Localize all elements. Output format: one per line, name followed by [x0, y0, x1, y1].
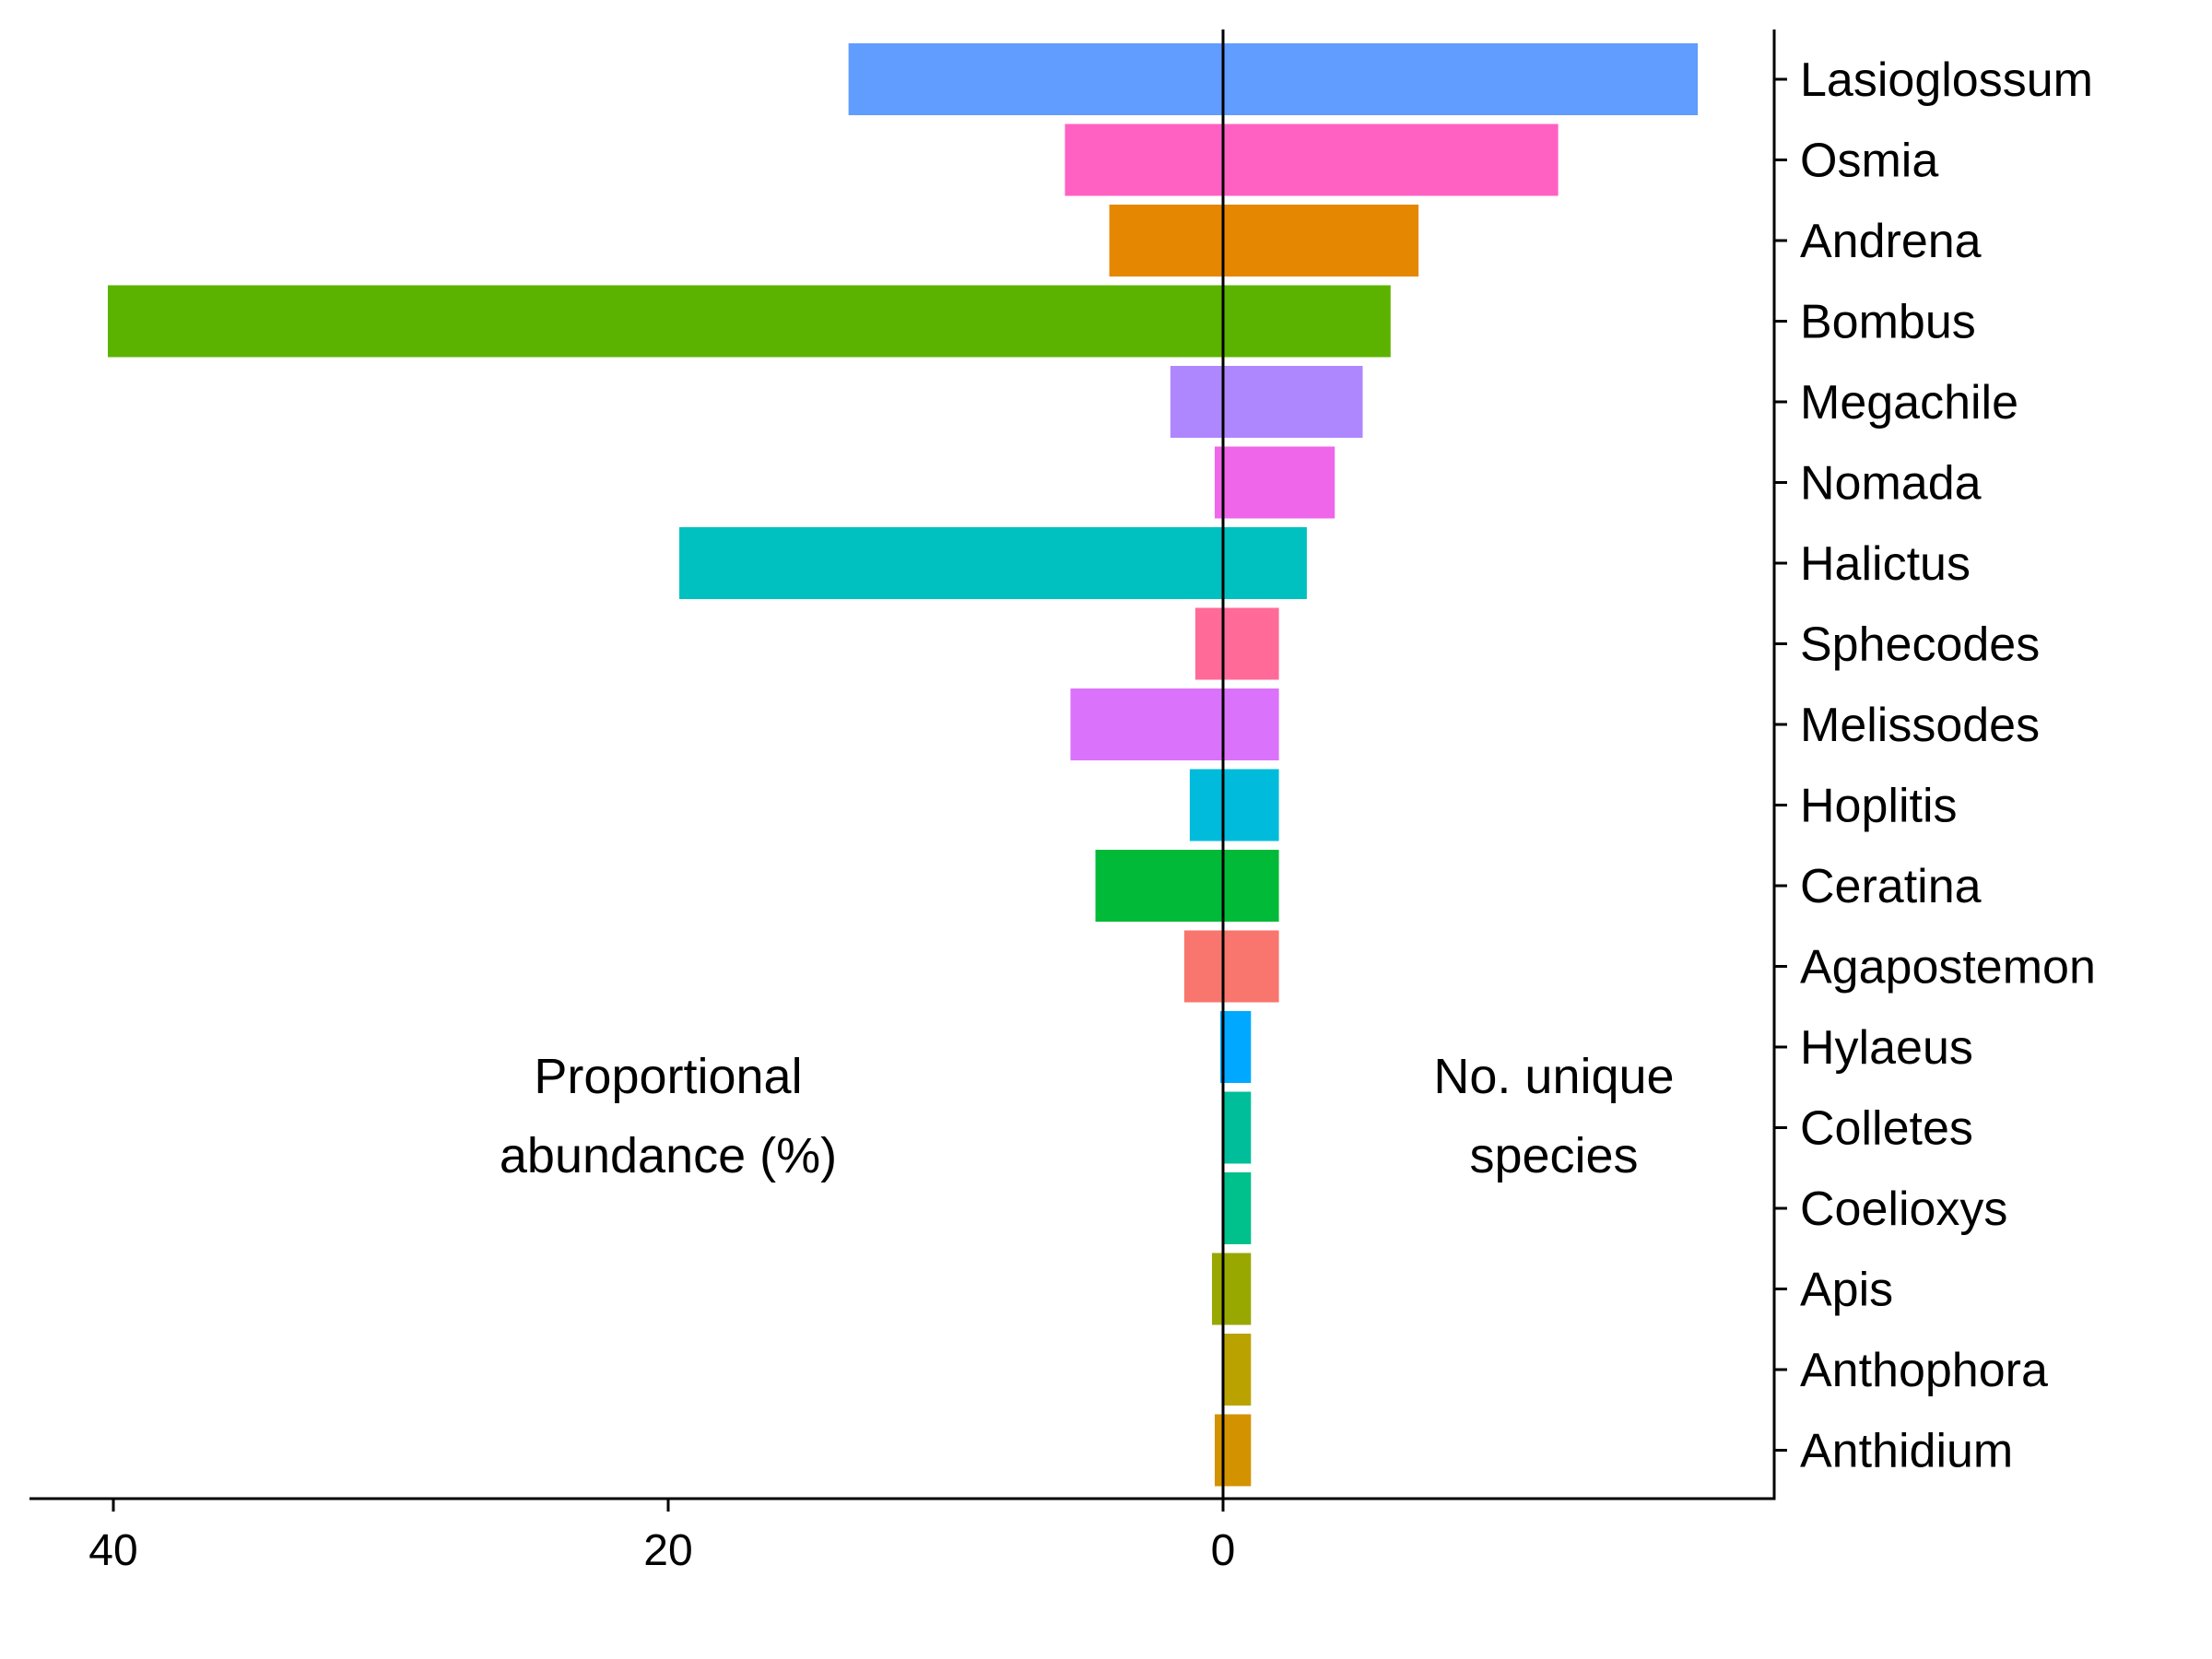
x-ticks-group: 40 20 0	[88, 1499, 1235, 1575]
bar-species-sphecodes	[1223, 607, 1279, 680]
bar-species-ceratina	[1223, 850, 1279, 922]
bar-abundance-andrena	[1109, 205, 1223, 276]
y-tick-label-osmia: Osmia	[1800, 135, 1938, 188]
x-tick-label: 40	[88, 1526, 137, 1575]
y-tick-label-halictus: Halictus	[1800, 537, 1971, 591]
y-tick-label-apis: Apis	[1800, 1264, 1893, 1317]
bar-abundance-megachile	[1170, 366, 1223, 438]
bar-species-anthidium	[1223, 1414, 1252, 1487]
bar-abundance-apis	[1211, 1253, 1223, 1325]
bar-abundance-anthidium	[1214, 1414, 1223, 1487]
left-annotation-line1: Proportional	[534, 1049, 802, 1104]
bar-species-osmia	[1223, 124, 1559, 196]
bar-abundance-melissodes	[1070, 688, 1223, 760]
bar-abundance-agapostemon	[1183, 930, 1223, 1003]
right-annotation-line1: No. unique	[1433, 1049, 1674, 1104]
y-tick-label-bombus: Bombus	[1800, 296, 1976, 349]
y-tick-label-lasioglossum: Lasioglossum	[1800, 53, 2093, 107]
bar-species-apis	[1223, 1253, 1252, 1325]
bar-abundance-hylaeus	[1219, 1011, 1223, 1083]
y-tick-label-andrena: Andrena	[1800, 215, 1982, 268]
bars-group	[107, 43, 1699, 1487]
x-tick-label: 0	[1211, 1526, 1236, 1575]
bar-species-lasioglossum	[1223, 43, 1699, 115]
bar-species-colletes	[1223, 1091, 1252, 1164]
y-tick-label-ceratina: Ceratina	[1800, 860, 1982, 913]
bar-species-coelioxys	[1223, 1172, 1252, 1244]
y-tick-label-hoplitis: Hoplitis	[1800, 780, 1958, 833]
y-ticks-group: Lasioglossum Osmia Andrena Bombus Megachile N…	[1774, 53, 2096, 1478]
bar-species-agapostemon	[1223, 930, 1279, 1003]
bar-species-andrena	[1223, 205, 1419, 276]
y-tick-label-sphecodes: Sphecodes	[1800, 618, 2040, 672]
bar-species-halictus	[1223, 527, 1307, 599]
bar-species-melissodes	[1223, 688, 1279, 760]
y-tick-label-coelioxys: Coelioxys	[1800, 1182, 2007, 1236]
bar-abundance-sphecodes	[1194, 607, 1223, 680]
y-tick-label-agapostemon: Agapostemon	[1800, 941, 2096, 994]
bar-species-megachile	[1223, 366, 1363, 438]
y-tick-label-colletes: Colletes	[1800, 1102, 1973, 1156]
bar-species-anthophora	[1223, 1334, 1252, 1406]
y-tick-label-melissodes: Melissodes	[1800, 699, 2040, 752]
bar-abundance-hoplitis	[1189, 769, 1223, 841]
bar-species-hoplitis	[1223, 769, 1279, 841]
bar-species-bombus	[1223, 285, 1391, 358]
right-annotation-line2: species	[1469, 1128, 1638, 1183]
bar-abundance-lasioglossum	[848, 43, 1223, 115]
left-annotation-line2: abundance (%)	[500, 1128, 837, 1183]
y-tick-label-hylaeus: Hylaeus	[1800, 1021, 1973, 1075]
bar-species-nomada	[1223, 446, 1335, 519]
y-tick-label-nomada: Nomada	[1800, 457, 1982, 511]
y-tick-label-megachile: Megachile	[1800, 376, 2018, 429]
y-tick-label-anthidium: Anthidium	[1800, 1425, 2013, 1478]
bar-species-hylaeus	[1223, 1011, 1252, 1083]
bar-abundance-nomada	[1214, 446, 1223, 519]
bar-abundance-bombus	[107, 285, 1224, 358]
bar-abundance-ceratina	[1095, 850, 1223, 922]
bar-abundance-halictus	[679, 527, 1223, 599]
y-tick-label-anthophora: Anthophora	[1800, 1344, 2048, 1397]
bar-abundance-osmia	[1065, 124, 1223, 196]
x-tick-label: 20	[643, 1526, 692, 1575]
